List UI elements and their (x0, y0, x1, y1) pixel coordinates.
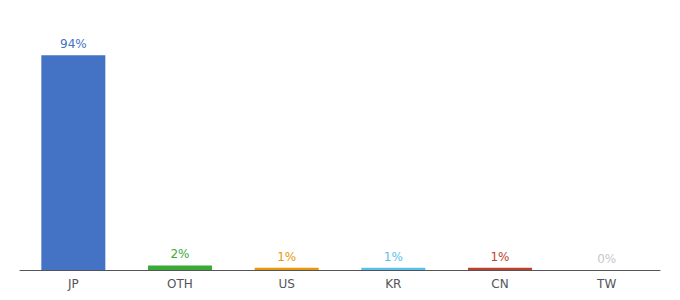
svg-text:1%: 1% (277, 250, 296, 264)
svg-text:1%: 1% (490, 250, 509, 264)
svg-text:TW: TW (596, 277, 616, 291)
svg-text:0%: 0% (597, 252, 616, 266)
svg-text:94%: 94% (60, 37, 87, 51)
svg-text:KR: KR (385, 277, 401, 291)
svg-text:JP: JP (67, 277, 79, 291)
svg-text:OTH: OTH (167, 277, 193, 291)
svg-text:2%: 2% (170, 247, 189, 261)
svg-text:US: US (278, 277, 294, 291)
svg-text:1%: 1% (384, 250, 403, 264)
svg-text:CN: CN (491, 277, 508, 291)
